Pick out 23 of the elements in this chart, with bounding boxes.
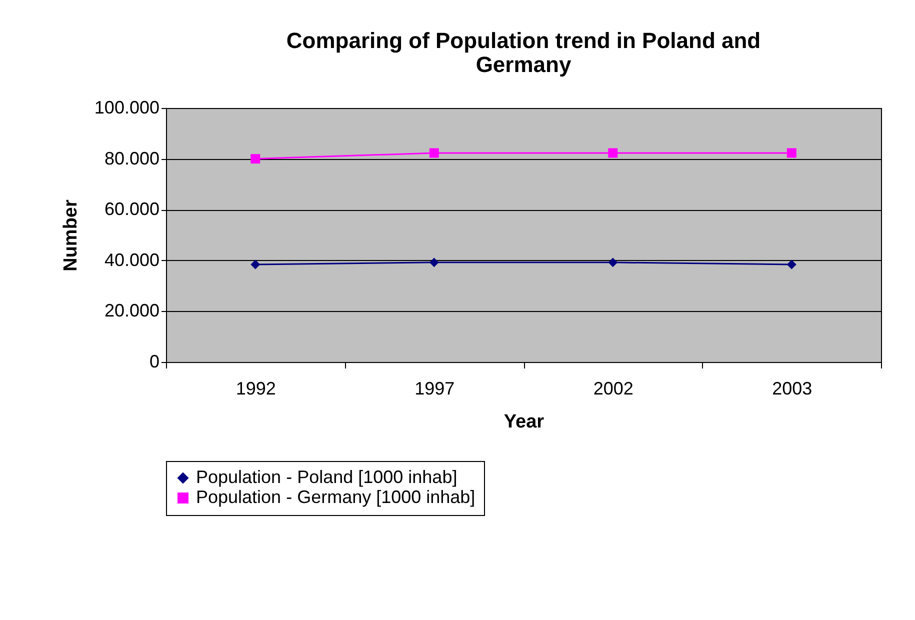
point <box>608 148 618 158</box>
point <box>429 258 439 268</box>
point <box>786 260 796 270</box>
y-tick-label: 100.000 <box>94 98 160 118</box>
point <box>250 154 260 164</box>
y-tick-label: 40.000 <box>104 250 160 270</box>
y-tick-label: 20.000 <box>104 300 160 321</box>
legend-label: Population - Germany [1000 inhab] <box>196 487 476 507</box>
point <box>429 148 439 158</box>
point <box>786 148 796 158</box>
y-axis-title: Number <box>60 199 82 272</box>
y-tick-label: 0 <box>149 352 160 372</box>
y-tick-label: 80.000 <box>104 148 160 168</box>
x-tick-label: 2003 <box>772 378 812 398</box>
y-tick-label: 60.000 <box>104 199 160 220</box>
legend-label: Population - Poland [1000 inhab] <box>196 467 458 487</box>
point <box>608 258 618 268</box>
x-tick-label: 1992 <box>236 378 276 398</box>
x-axis-title: Year <box>504 412 545 432</box>
x-tick-label: 2002 <box>593 378 634 398</box>
x-tick-label: 1997 <box>414 378 455 398</box>
chart-title: Comparing of Population trend in Poland and Germany <box>286 28 761 77</box>
point <box>250 260 260 270</box>
